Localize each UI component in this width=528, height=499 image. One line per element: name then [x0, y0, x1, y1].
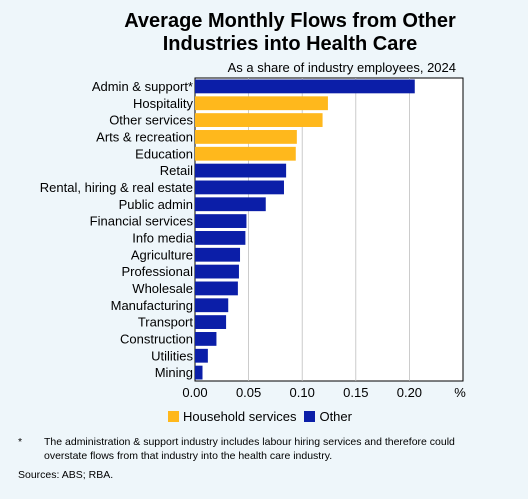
bar [195, 315, 227, 329]
legend-item-household: Household services [168, 409, 296, 424]
bar [195, 365, 203, 380]
legend-swatch-household [168, 411, 179, 422]
category-label: Transport [138, 315, 194, 330]
x-tick-label: 0.15 [343, 385, 368, 400]
category-label: Other services [109, 113, 193, 128]
category-label: Public admin [119, 197, 193, 212]
category-label: Hospitality [133, 96, 193, 111]
x-tick-label: 0.20 [397, 385, 422, 400]
category-label: Arts & recreation [96, 129, 193, 144]
bar [195, 79, 415, 94]
x-tick-label: 0.05 [236, 385, 261, 400]
chart-subtitle: As a share of industry employees, 2024 [227, 60, 456, 75]
bar [195, 281, 238, 296]
category-label: Manufacturing [111, 298, 193, 313]
sources-note: Sources: ABS; RBA. [18, 469, 114, 481]
footnote: * The administration & support industry … [18, 435, 484, 463]
chart-legend: Household services Other [168, 409, 360, 424]
chart-title-line1: Average Monthly Flows from Other [124, 10, 456, 32]
bar [195, 298, 229, 313]
category-label: Agriculture [131, 247, 193, 262]
bar [195, 197, 266, 212]
category-label: Rental, hiring & real estate [40, 180, 193, 195]
footnote-text: The administration & support industry in… [44, 436, 455, 462]
legend-item-other: Other [304, 409, 352, 424]
bar [195, 264, 239, 279]
footnote-mark: * [18, 436, 23, 448]
bar [195, 130, 297, 144]
plot-area [194, 77, 464, 382]
category-label: Info media [132, 230, 193, 245]
bar [195, 96, 328, 111]
x-tick-label: 0.10 [290, 385, 315, 400]
category-label: Financial services [90, 214, 194, 229]
category-label: Utilities [151, 348, 193, 363]
bar [195, 163, 287, 178]
category-label: Mining [155, 365, 193, 380]
bar [195, 332, 217, 346]
bar [195, 146, 296, 161]
bar [195, 247, 241, 262]
category-label: Retail [160, 163, 193, 178]
bar [195, 113, 323, 127]
bar [195, 180, 284, 195]
bar [195, 214, 247, 228]
bar-chart: Admin & support* Hospitality Other service… [40, 77, 466, 400]
chart-title-line2: Industries into Health Care [162, 33, 418, 55]
category-label: Professional [121, 264, 193, 279]
legend-label-household: Household services [183, 409, 297, 424]
bar [195, 231, 246, 245]
category-label: Education [135, 146, 193, 161]
bar [195, 348, 208, 363]
legend-label-other: Other [319, 409, 352, 424]
category-label: Admin & support* [92, 79, 193, 94]
x-unit-label: % [454, 385, 466, 400]
legend-swatch-other [304, 411, 316, 422]
category-label: Wholesale [132, 281, 193, 296]
x-tick-label: 0.00 [182, 385, 207, 400]
category-label: Construction [120, 331, 193, 346]
